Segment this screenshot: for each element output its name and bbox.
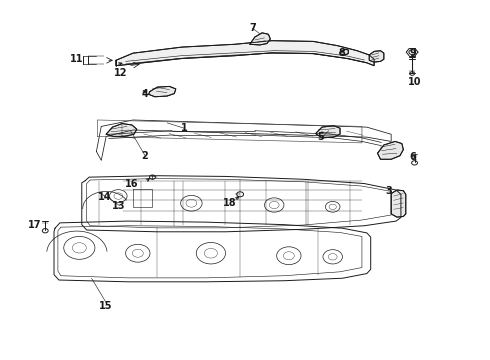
Polygon shape [116, 41, 374, 66]
Polygon shape [316, 126, 340, 138]
Text: 12: 12 [114, 68, 127, 78]
Polygon shape [340, 49, 348, 55]
Text: 1: 1 [181, 123, 188, 133]
Text: 3: 3 [385, 186, 392, 197]
Polygon shape [106, 123, 137, 136]
Text: 9: 9 [410, 48, 416, 58]
Text: 5: 5 [317, 132, 324, 142]
Polygon shape [148, 86, 176, 97]
Text: 18: 18 [222, 198, 236, 208]
Text: 15: 15 [99, 301, 113, 311]
Polygon shape [391, 190, 406, 217]
Text: 17: 17 [28, 220, 41, 230]
Text: 16: 16 [125, 179, 139, 189]
Text: 11: 11 [70, 54, 84, 64]
Polygon shape [369, 51, 384, 62]
Text: 7: 7 [249, 23, 256, 33]
Text: 6: 6 [410, 152, 416, 162]
Text: 14: 14 [98, 192, 112, 202]
Text: 2: 2 [142, 151, 148, 161]
Polygon shape [250, 33, 270, 45]
Text: 4: 4 [142, 89, 148, 99]
Text: 8: 8 [338, 48, 345, 58]
Text: 13: 13 [112, 201, 125, 211]
Polygon shape [377, 141, 403, 159]
Text: 10: 10 [408, 77, 421, 87]
